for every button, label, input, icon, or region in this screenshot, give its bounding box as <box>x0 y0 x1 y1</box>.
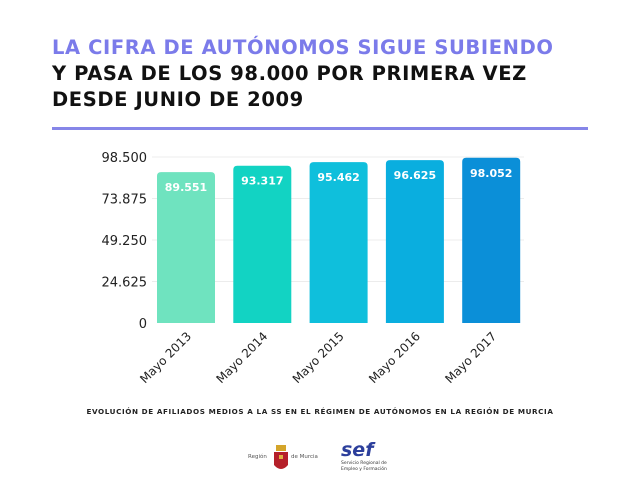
sef-logo-text-1: Servicio Regional de <box>341 461 387 466</box>
murcia-logo-text-left: Región <box>248 454 267 460</box>
sef-logo-text-2: Empleo y Formación <box>341 467 387 472</box>
y-tick-label: 24.625 <box>102 276 148 291</box>
bar <box>462 157 521 323</box>
bar <box>385 160 444 323</box>
chart-caption: EVOLUCIÓN DE AFILIADOS MEDIOS A LA SS EN… <box>86 407 554 416</box>
bar-value-label: 98.052 <box>470 167 512 180</box>
title-line-3: DESDE JUNIO DE 2009 <box>52 88 304 111</box>
title-line-2: Y PASA DE LOS 98.000 POR PRIMERA VEZ <box>52 62 527 85</box>
sef-logo: sef <box>341 439 374 461</box>
bar-chart: 0 24.625 49.250 73.875 98.500 89.551 Mayo 2013… <box>102 151 524 386</box>
title-line-1: LA CIFRA DE AUTÓNOMOS SIGUE SUBIENDO <box>52 36 554 59</box>
bar-value-label: 96.625 <box>394 169 436 182</box>
y-tick-label: 73.875 <box>102 193 148 208</box>
y-tick-label: 0 <box>139 317 147 332</box>
x-tick-label: Mayo 2013 <box>137 329 194 386</box>
x-tick-label: Mayo 2015 <box>290 329 347 386</box>
y-tick-label: 98.500 <box>102 151 148 166</box>
murcia-logo-text-right: de Murcia <box>291 454 318 460</box>
bar-value-label: 93.317 <box>241 175 283 188</box>
logos: Región de Murcia sef Servicio Regional d… <box>248 439 398 477</box>
bar-value-label: 89.551 <box>165 181 207 194</box>
murcia-coat-of-arms-logo <box>274 445 288 469</box>
bar <box>309 162 368 323</box>
title-divider <box>52 127 588 130</box>
bar-value-label: 95.462 <box>317 171 359 184</box>
x-tick-label: Mayo 2016 <box>366 329 423 386</box>
x-tick-label: Mayo 2014 <box>213 329 270 386</box>
y-tick-label: 49.250 <box>102 234 148 249</box>
bar <box>233 165 292 323</box>
bar <box>157 172 215 323</box>
x-tick-label: Mayo 2017 <box>442 329 499 386</box>
